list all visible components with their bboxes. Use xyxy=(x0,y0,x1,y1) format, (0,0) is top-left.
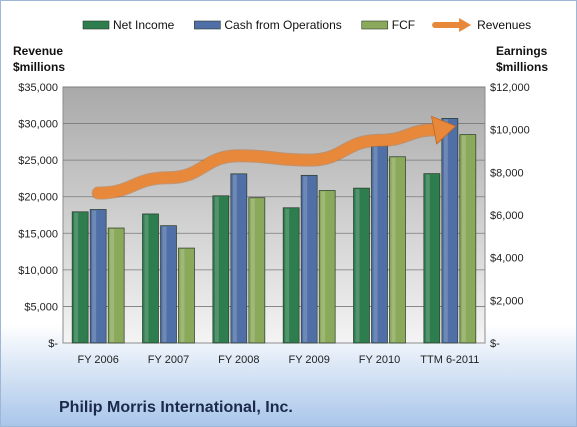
bar-cash-from-operations xyxy=(300,174,318,344)
bar-cash-from-operations xyxy=(160,225,177,344)
bar-highlight xyxy=(461,135,466,342)
right-axis-label-line2: $millions xyxy=(496,60,548,74)
bar-highlight xyxy=(74,212,79,342)
left-tick-label: $30,000 xyxy=(18,119,58,131)
bar-net-income xyxy=(282,207,300,344)
legend-swatch-cash-from-operations xyxy=(194,20,221,30)
revenue-line-layer xyxy=(91,115,457,200)
left-tick-label: $5,000 xyxy=(24,301,58,313)
bar-highlight xyxy=(391,157,396,342)
bars-layer xyxy=(71,118,477,344)
legend-swatch-arrowhead xyxy=(459,18,472,32)
bar-highlight xyxy=(285,208,290,342)
company-title: Philip Morris International, Inc. xyxy=(59,399,293,416)
axes-layer: $- $5,000 $10,000 $15,000 $20,000 $25,000 $30,… xyxy=(18,82,530,366)
bar-highlight xyxy=(425,174,430,342)
legend-swatch-fcf xyxy=(361,20,389,30)
bar-highlight xyxy=(110,229,115,342)
left-tick-label: $15,000 xyxy=(18,228,58,240)
left-tick-label: $35,000 xyxy=(18,82,58,94)
legend-label-fcf: FCF xyxy=(392,18,415,32)
left-axis-label-line2: $millions xyxy=(13,60,65,74)
x-tick-label: TTM 6-2011 xyxy=(420,354,479,366)
right-tick-label: $4,000 xyxy=(490,253,524,265)
bar-net-income xyxy=(71,211,89,344)
bar-highlight xyxy=(214,196,219,342)
bar-fcf xyxy=(389,156,406,344)
x-tick-label: FY 2010 xyxy=(359,354,400,366)
legend: Net Income Cash from Operations FCF Revenue… xyxy=(82,18,531,32)
revenue-line xyxy=(92,124,442,199)
bar-highlight xyxy=(162,226,167,342)
bar-fcf xyxy=(318,190,336,344)
right-tick-label: $8,000 xyxy=(490,167,524,179)
legend-label-net-income: Net Income xyxy=(113,18,175,32)
left-tick-label: $25,000 xyxy=(18,155,58,167)
left-tick-label: $20,000 xyxy=(18,192,58,204)
x-tick-label: FY 2008 xyxy=(218,354,259,366)
bar-highlight xyxy=(355,189,360,342)
bar-net-income xyxy=(142,213,159,344)
bar-net-income xyxy=(353,187,370,344)
bar-highlight xyxy=(303,176,308,342)
bar-highlight xyxy=(443,119,448,342)
legend-swatch-net-income xyxy=(82,20,110,30)
left-axis-label-line1: Revenue xyxy=(13,44,63,58)
bar-highlight xyxy=(144,214,149,342)
bar-net-income xyxy=(423,173,441,344)
legend-label-cash-from-operations: Cash from Operations xyxy=(224,18,341,32)
bar-highlight xyxy=(180,249,185,342)
bar-highlight xyxy=(321,191,326,342)
right-tick-label: $2,000 xyxy=(490,295,524,307)
bar-highlight xyxy=(232,174,237,342)
right-tick-label: $10,000 xyxy=(490,125,530,137)
bar-highlight xyxy=(373,142,378,342)
right-tick-label: $6,000 xyxy=(490,210,524,222)
bar-highlight xyxy=(250,198,255,342)
right-tick-label: $12,000 xyxy=(490,82,530,94)
bar-cash-from-operations xyxy=(441,118,459,344)
bar-cash-from-operations xyxy=(230,173,248,344)
x-tick-label: FY 2009 xyxy=(288,354,329,366)
x-tick-label: FY 2007 xyxy=(148,354,189,366)
bar-fcf xyxy=(107,227,125,344)
right-tick-label: $- xyxy=(490,338,500,350)
x-tick-label: FY 2006 xyxy=(77,354,118,366)
bar-fcf xyxy=(248,197,266,344)
bar-net-income xyxy=(212,195,230,344)
left-tick-label: $- xyxy=(48,338,58,350)
right-axis-label-line1: Earnings xyxy=(496,44,548,58)
bar-highlight xyxy=(92,210,97,342)
revenue-arrowhead xyxy=(431,115,457,145)
legend-label-revenues: Revenues xyxy=(477,18,531,32)
bar-fcf xyxy=(459,134,477,344)
bar-fcf xyxy=(178,247,195,344)
left-tick-label: $10,000 xyxy=(18,265,58,277)
bar-cash-from-operations xyxy=(89,209,107,344)
